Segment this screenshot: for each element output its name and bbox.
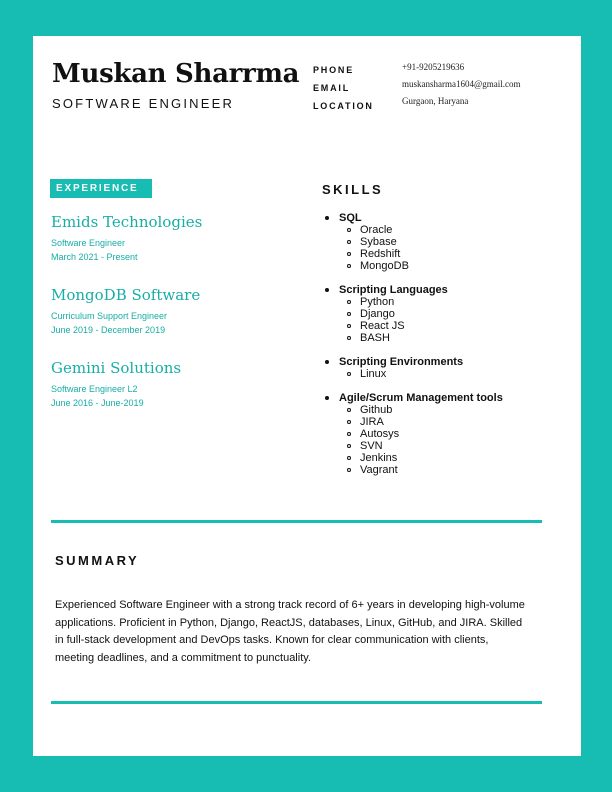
circle-bullet-icon xyxy=(347,444,351,448)
skill-item: Sybase xyxy=(325,236,575,248)
bullet-icon xyxy=(325,360,329,364)
circle-bullet-icon xyxy=(347,252,351,256)
skill-item-label: Vagrant xyxy=(360,464,398,476)
circle-bullet-icon xyxy=(347,372,351,376)
skill-item: Oracle xyxy=(325,224,575,236)
skill-item-label: Redshift xyxy=(360,248,401,260)
skill-item-label: MongoDB xyxy=(360,260,409,272)
skill-item-label: Sybase xyxy=(360,236,397,248)
circle-bullet-icon xyxy=(347,408,351,412)
circle-bullet-icon xyxy=(347,312,351,316)
skill-item-label: SVN xyxy=(360,440,383,452)
bullet-icon xyxy=(325,288,329,292)
contact-values: +91-9205219636 muskansharma1604@gmail.co… xyxy=(402,59,577,110)
phone-label: PHONE xyxy=(313,65,355,75)
section-divider-top xyxy=(51,520,542,523)
skill-items: Github JIRA Autosys SVN Jenkins Vagrant xyxy=(325,404,575,476)
skill-item: Vagrant xyxy=(325,464,575,476)
bullet-icon xyxy=(325,216,329,220)
skill-item: React JS xyxy=(325,320,575,332)
job-dates: June 2019 - December 2019 xyxy=(51,325,166,335)
circle-bullet-icon xyxy=(347,228,351,232)
skill-item-label: JIRA xyxy=(360,416,384,428)
skill-group-title: Scripting Environments xyxy=(339,356,464,368)
skill-item-label: BASH xyxy=(360,332,390,344)
candidate-name: Muskan Sharrma xyxy=(52,59,300,89)
skill-group: Agile/Scrum Management tools Github JIRA… xyxy=(325,392,575,476)
job-role: Software Engineer xyxy=(51,238,126,248)
skill-item: Jenkins xyxy=(325,452,575,464)
circle-bullet-icon xyxy=(347,432,351,436)
circle-bullet-icon xyxy=(347,240,351,244)
skill-group: SQL Oracle Sybase Redshift MongoDB xyxy=(325,212,575,272)
skill-items: Linux xyxy=(325,368,575,380)
skill-item-label: Autosys xyxy=(360,428,400,440)
summary-heading: SUMMARY xyxy=(55,553,140,568)
job-dates: June 2016 - June-2019 xyxy=(51,398,144,408)
skill-item-label: Linux xyxy=(360,368,387,380)
circle-bullet-icon xyxy=(347,324,351,328)
skill-items: Python Django React JS BASH xyxy=(325,296,575,344)
skill-group-title: SQL xyxy=(339,212,362,224)
skill-item: Github xyxy=(325,404,575,416)
skill-group: Scripting Environments Linux xyxy=(325,356,575,380)
skill-item: MongoDB xyxy=(325,260,575,272)
circle-bullet-icon xyxy=(347,336,351,340)
skill-item: Autosys xyxy=(325,428,575,440)
skill-item: Python xyxy=(325,296,575,308)
job-dates: March 2021 - Present xyxy=(51,252,138,262)
job-role: Curriculum Support Engineer xyxy=(51,311,168,321)
phone-value: +91-9205219636 xyxy=(402,62,465,72)
skill-item-label: Oracle xyxy=(360,224,393,236)
experience-item: MongoDB Software Curriculum Support Engi… xyxy=(51,285,291,337)
contact-labels: PHONE EMAIL LOCATION xyxy=(313,61,393,115)
location-label: LOCATION xyxy=(313,101,374,111)
summary-text: Experienced Software Engineer with a str… xyxy=(55,599,525,664)
candidate-title: SOFTWARE ENGINEER xyxy=(52,96,235,111)
experience-item: Gemini Solutions Software Engineer L2 Ju… xyxy=(51,358,291,410)
experience-heading: EXPERIENCE xyxy=(56,183,139,194)
job-company: Emids Technologies xyxy=(51,213,203,231)
experience-item: Emids Technologies Software Engineer Mar… xyxy=(51,212,291,264)
location-value: Gurgaon, Haryana xyxy=(402,96,469,106)
circle-bullet-icon xyxy=(347,468,351,472)
skill-item: Django xyxy=(325,308,575,320)
skill-item-label: React JS xyxy=(360,320,405,332)
email-value: muskansharma1604@gmail.com xyxy=(402,79,521,89)
job-company: Gemini Solutions xyxy=(51,359,182,377)
skill-group: Scripting Languages Python Django React … xyxy=(325,284,575,344)
skills-list: SQL Oracle Sybase Redshift MongoDB Scrip… xyxy=(325,212,575,488)
circle-bullet-icon xyxy=(347,264,351,268)
skill-item-label: Python xyxy=(360,296,395,308)
bullet-icon xyxy=(325,396,329,400)
experience-heading-badge: EXPERIENCE xyxy=(50,179,152,198)
skill-item: Redshift xyxy=(325,248,575,260)
email-label: EMAIL xyxy=(313,83,350,93)
circle-bullet-icon xyxy=(347,420,351,424)
skill-group-title: Agile/Scrum Management tools xyxy=(339,392,503,404)
skill-item: SVN xyxy=(325,440,575,452)
circle-bullet-icon xyxy=(347,456,351,460)
job-company: MongoDB Software xyxy=(51,286,201,304)
skill-items: Oracle Sybase Redshift MongoDB xyxy=(325,224,575,272)
skill-group-title: Scripting Languages xyxy=(339,284,448,296)
job-role: Software Engineer L2 xyxy=(51,384,138,394)
skill-item: Linux xyxy=(325,368,575,380)
skill-item-label: Django xyxy=(360,308,395,320)
resume-page: Muskan Sharrma SOFTWARE ENGINEER PHONE E… xyxy=(33,36,581,756)
circle-bullet-icon xyxy=(347,300,351,304)
skill-item: JIRA xyxy=(325,416,575,428)
skill-item-label: Github xyxy=(360,404,393,416)
skills-heading: SKILLS xyxy=(322,182,384,197)
section-divider-bottom xyxy=(51,701,542,704)
skill-item-label: Jenkins xyxy=(360,452,398,464)
skill-item: BASH xyxy=(325,332,575,344)
